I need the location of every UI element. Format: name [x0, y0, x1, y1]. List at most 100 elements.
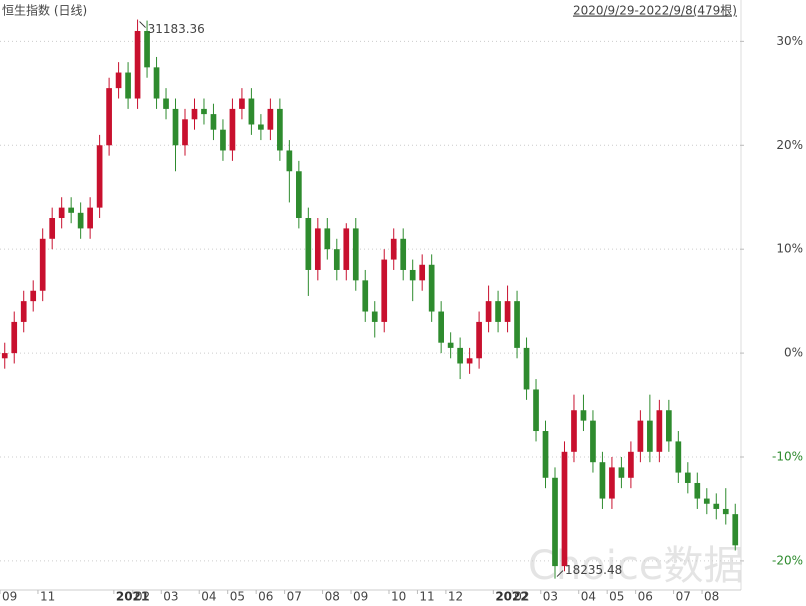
candle-body	[153, 67, 160, 99]
x-tick-label: 06	[638, 590, 653, 604]
chart-title: 恒生指数 (日线)	[2, 3, 87, 18]
candle-body	[703, 498, 710, 504]
candle-body	[144, 30, 150, 68]
candle-body	[115, 72, 122, 89]
x-tick-label: 03	[163, 590, 178, 604]
candle-body	[628, 451, 634, 478]
y-tick-label: -10%	[772, 449, 803, 463]
candle-body	[248, 98, 255, 125]
candle-body	[229, 108, 236, 151]
candle-body	[504, 301, 511, 322]
candle-body	[618, 467, 625, 478]
candle-body	[333, 249, 340, 270]
candle-body	[106, 88, 112, 146]
candle-body	[722, 508, 729, 515]
candle-body	[305, 218, 312, 270]
candle-body	[438, 311, 444, 343]
candle-body	[96, 145, 103, 208]
candle-body	[77, 212, 84, 229]
candle-body	[58, 207, 65, 219]
x-tick-label: 07	[676, 590, 691, 604]
candle-body	[466, 358, 473, 364]
candle-body	[590, 420, 596, 463]
x-tick-label: 02	[514, 590, 529, 604]
candle-body	[485, 301, 492, 322]
x-tick-label: 04	[581, 590, 596, 604]
candle-body	[609, 467, 615, 499]
candle-body	[637, 420, 644, 452]
y-tick-label: 30%	[776, 34, 803, 48]
candle-body	[514, 301, 520, 348]
candle-body	[134, 30, 141, 99]
candle-body	[542, 431, 549, 478]
candle-body	[258, 124, 264, 130]
candle-body	[286, 150, 293, 172]
watermark: Choice数据	[528, 543, 743, 589]
candle-body	[656, 410, 663, 452]
candle-body	[49, 218, 56, 239]
x-tick-label: 10	[391, 590, 406, 604]
candle-body	[599, 462, 606, 499]
candle-body	[684, 472, 691, 483]
candle-body	[296, 171, 302, 219]
x-tick-label: 12	[448, 590, 463, 604]
min-pointer	[556, 570, 564, 577]
candle-body	[20, 301, 27, 322]
candle-body	[68, 207, 74, 213]
x-tick-label: 05	[230, 590, 245, 604]
candle-body	[210, 114, 217, 130]
range-label: 2020/9/29-2022/9/8(479根)	[573, 4, 737, 18]
x-tick-label: 09	[2, 590, 17, 604]
candle-body	[30, 290, 37, 302]
candle-body	[409, 269, 416, 281]
candle-body	[571, 410, 577, 452]
candle-body	[362, 280, 369, 312]
candle-body	[523, 347, 530, 390]
candle-body	[352, 228, 359, 281]
candle-body	[732, 514, 739, 546]
candle-body	[552, 477, 558, 567]
candle-body	[419, 264, 426, 281]
candle-body	[11, 321, 18, 354]
candle-body	[163, 98, 169, 109]
candle-body	[239, 98, 245, 109]
candle-body	[87, 207, 93, 229]
candle-body	[580, 410, 587, 421]
candle-body	[457, 347, 463, 364]
candle-body	[1, 353, 8, 359]
candle-body	[191, 108, 198, 120]
candle-body	[675, 441, 682, 473]
candle-body	[381, 259, 388, 322]
x-tick-label: 02	[135, 590, 150, 604]
candle-body	[182, 119, 188, 146]
candle-body	[267, 108, 274, 130]
candle-body	[476, 321, 482, 359]
max-pointer	[139, 21, 146, 28]
x-tick-label: 06	[258, 590, 273, 604]
x-tick-label: 07	[287, 590, 302, 604]
candle-body	[533, 389, 539, 432]
y-tick-label: 10%	[776, 242, 803, 256]
candle-body	[277, 108, 283, 151]
candle-body	[647, 420, 653, 452]
x-tick-label: 03	[543, 590, 558, 604]
candle-body	[428, 264, 435, 312]
x-tick-label: 04	[201, 590, 216, 604]
y-tick-label: 20%	[776, 138, 803, 152]
max-label: 31183.36	[148, 22, 205, 36]
candle-body	[371, 311, 378, 322]
candle-body	[694, 482, 701, 499]
x-tick-label: 2022	[495, 590, 528, 604]
candle-body	[713, 503, 720, 509]
candle-body	[201, 108, 207, 115]
x-tick-label: 09	[353, 590, 368, 604]
min-label: 18235.48	[565, 563, 622, 577]
y-tick-label: 0%	[784, 346, 803, 360]
candle-body	[324, 228, 331, 250]
x-tick-label: 2021	[116, 590, 149, 604]
x-tick-label: 11	[419, 590, 434, 604]
x-tick-label: 08	[325, 590, 340, 604]
